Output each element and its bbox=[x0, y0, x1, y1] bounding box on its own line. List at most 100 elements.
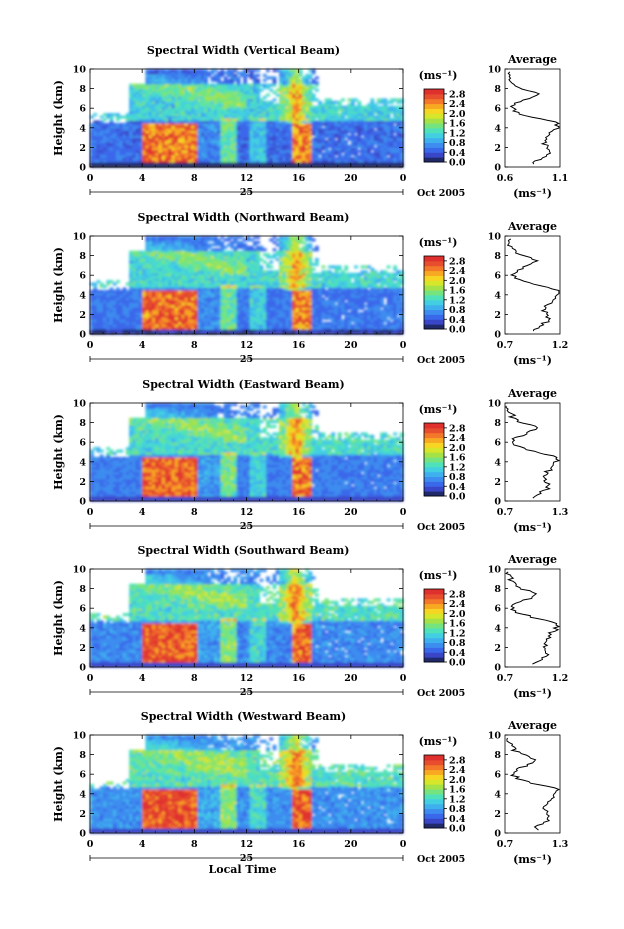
heatmap-cell bbox=[246, 100, 251, 104]
heatmap-cell bbox=[142, 105, 147, 109]
heatmap-cell bbox=[314, 154, 319, 158]
heatmap-cell bbox=[138, 137, 143, 141]
heatmap-cell bbox=[207, 127, 212, 131]
heatmap-cell bbox=[301, 118, 306, 122]
heatmap-cell bbox=[249, 127, 254, 131]
heatmap-cell bbox=[311, 142, 316, 146]
heatmap-cell bbox=[122, 135, 127, 139]
heatmap bbox=[90, 236, 404, 335]
heatmap-cell bbox=[243, 95, 248, 99]
heatmap-cell bbox=[350, 135, 355, 139]
heatmap-cell bbox=[269, 137, 274, 141]
heatmap-cell bbox=[262, 86, 267, 90]
heatmap-cell bbox=[360, 147, 365, 151]
heatmap-cell bbox=[191, 149, 195, 153]
heatmap-cell bbox=[171, 135, 176, 139]
heatmap-cell bbox=[210, 98, 215, 102]
heatmap-cell bbox=[279, 108, 283, 112]
heatmap-cell bbox=[168, 164, 173, 168]
heatmap-cell bbox=[138, 98, 143, 102]
heatmap-cell bbox=[305, 152, 310, 156]
heatmap-cell bbox=[191, 147, 195, 151]
heatmap-cell bbox=[324, 130, 329, 134]
heatmap-cell bbox=[249, 86, 254, 90]
heatmap-cell bbox=[168, 105, 173, 109]
heatmap-cell bbox=[314, 147, 319, 151]
heatmap-cell bbox=[233, 88, 238, 92]
heatmap-cell bbox=[90, 132, 94, 136]
heatmap-cell bbox=[158, 93, 163, 97]
heatmap-cell bbox=[194, 73, 199, 77]
heatmap-cell bbox=[155, 86, 160, 90]
heatmap-cell bbox=[334, 142, 339, 146]
heatmap-cell bbox=[122, 140, 127, 144]
heatmap-cell bbox=[324, 113, 329, 117]
heatmap-cell bbox=[184, 76, 189, 80]
heatmap-cell bbox=[239, 95, 244, 99]
heatmap-cell bbox=[256, 86, 261, 90]
heatmap-cell bbox=[305, 93, 310, 97]
heatmap-cell bbox=[138, 91, 143, 95]
heatmap-cell bbox=[311, 164, 316, 168]
heatmap-cell bbox=[341, 130, 345, 134]
heatmap-cell bbox=[125, 154, 130, 158]
heatmap-cell bbox=[197, 73, 202, 77]
heatmap-cell bbox=[161, 98, 166, 102]
heatmap-cell bbox=[99, 137, 104, 141]
heatmap-cell bbox=[275, 142, 280, 146]
heatmap-cell bbox=[194, 93, 199, 97]
heatmap-cell bbox=[132, 130, 137, 134]
heatmap-cell bbox=[259, 135, 264, 139]
heatmap-cell bbox=[142, 140, 147, 144]
heatmap-cell bbox=[363, 113, 368, 117]
heatmap-cell bbox=[288, 125, 293, 129]
heatmap-cell bbox=[207, 118, 212, 122]
heatmap-cell bbox=[168, 76, 173, 80]
heatmap-cell bbox=[243, 71, 248, 75]
heatmap-cell bbox=[135, 91, 140, 95]
heatmap-cell bbox=[187, 149, 192, 153]
heatmap-cell bbox=[380, 152, 385, 156]
heatmap-cell bbox=[324, 132, 329, 136]
heatmap-cell bbox=[174, 108, 179, 112]
heatmap-cell bbox=[360, 154, 365, 158]
heatmap-cell bbox=[298, 83, 303, 87]
heatmap-cell bbox=[178, 69, 182, 73]
heatmap-cell bbox=[210, 125, 215, 129]
heatmap-cell bbox=[328, 164, 332, 168]
heatmap-cell bbox=[181, 120, 186, 124]
heatmap-cell bbox=[181, 159, 186, 163]
heatmap-cell bbox=[324, 140, 329, 144]
heatmap-cell bbox=[135, 88, 140, 92]
heatmap-cell bbox=[344, 108, 349, 112]
heatmap-cell bbox=[236, 164, 241, 168]
heatmap-cell bbox=[220, 98, 225, 102]
heatmap-cell bbox=[354, 137, 358, 141]
heatmap-cell bbox=[308, 105, 313, 109]
heatmap-cell bbox=[275, 149, 280, 153]
heatmap-cell bbox=[197, 86, 202, 90]
heatmap-cell bbox=[328, 125, 332, 129]
heatmap-cell bbox=[96, 135, 101, 139]
heatmap-cell bbox=[191, 105, 195, 109]
heatmap-cell bbox=[285, 108, 290, 112]
heatmap-cell bbox=[174, 69, 179, 73]
heatmap-cell bbox=[380, 108, 385, 112]
heatmap-cell bbox=[295, 147, 300, 151]
heatmap-cell bbox=[233, 152, 238, 156]
heatmap-cell bbox=[233, 130, 238, 134]
heatmap-cell bbox=[243, 137, 248, 141]
heatmap-cell bbox=[370, 130, 375, 134]
heatmap-cell bbox=[230, 142, 235, 146]
heatmap-cell bbox=[285, 100, 290, 104]
heatmap-cell bbox=[132, 122, 137, 126]
heatmap-cell bbox=[243, 78, 248, 82]
heatmap-cell bbox=[354, 164, 358, 168]
heatmap-cell bbox=[197, 115, 202, 119]
heatmap-cell bbox=[119, 140, 124, 144]
heatmap-cell bbox=[383, 98, 388, 102]
heatmap-cell bbox=[279, 115, 283, 119]
heatmap-cell bbox=[266, 127, 270, 131]
heatmap-cell bbox=[236, 152, 241, 156]
heatmap-cell bbox=[318, 120, 323, 124]
